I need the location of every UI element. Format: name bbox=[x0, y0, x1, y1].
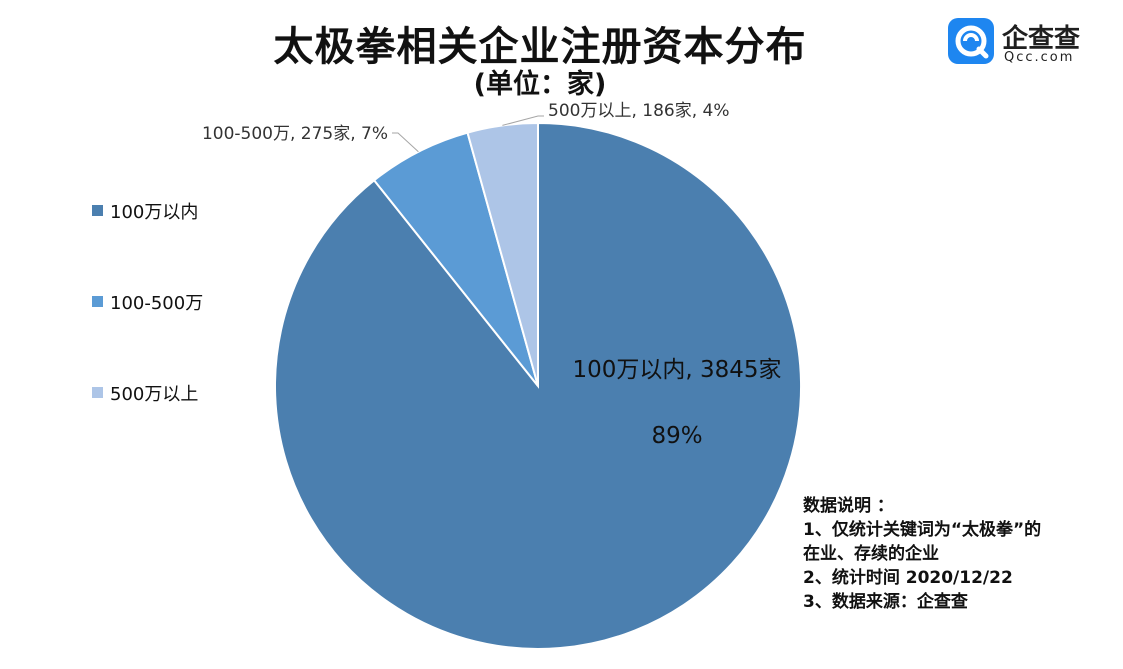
notes-line-3: 2、统计时间 2020/12/22 bbox=[803, 568, 1013, 588]
data-label-slice-2: 100-500万, 275家, 7% bbox=[202, 124, 388, 144]
logo-name: 企查查 bbox=[1002, 24, 1081, 54]
legend-label-1: 100万以内 bbox=[110, 202, 199, 223]
notes-line-4: 3、数据来源：企查查 bbox=[803, 592, 968, 612]
chart-subtitle: (单位：家) bbox=[473, 69, 607, 100]
leader-line-slice-3 bbox=[502, 115, 544, 126]
chart-title: 太极拳相关企业注册资本分布 bbox=[273, 24, 807, 70]
notes-line-2: 在业、存续的企业 bbox=[803, 544, 939, 564]
data-notes: 数据说明 ： 1、仅统计关键词为“太极拳”的 在业、存续的企业 2、统计时间 2… bbox=[803, 494, 1121, 614]
data-label-slice-1-percent: 89% bbox=[651, 423, 702, 449]
logo-sub: Qcc.com bbox=[1004, 50, 1075, 65]
leader-line-slice-2 bbox=[392, 132, 419, 153]
legend-swatch-3 bbox=[92, 387, 103, 398]
legend-swatch-1 bbox=[92, 205, 103, 216]
notes-heading: 数据说明 ： bbox=[803, 496, 894, 516]
legend-label-3: 500万以上 bbox=[110, 384, 199, 405]
qcc-logo-icon bbox=[948, 18, 994, 64]
notes-line-1: 1、仅统计关键词为“太极拳”的 bbox=[803, 520, 1042, 540]
legend-label-2: 100-500万 bbox=[110, 293, 204, 314]
qcc-logo: 企查查 Qcc.com bbox=[948, 18, 1098, 66]
data-label-slice-3: 500万以上, 186家, 4% bbox=[548, 101, 729, 121]
data-label-slice-1: 100万以内, 3845家 bbox=[572, 357, 781, 383]
legend-swatch-2 bbox=[92, 296, 103, 307]
